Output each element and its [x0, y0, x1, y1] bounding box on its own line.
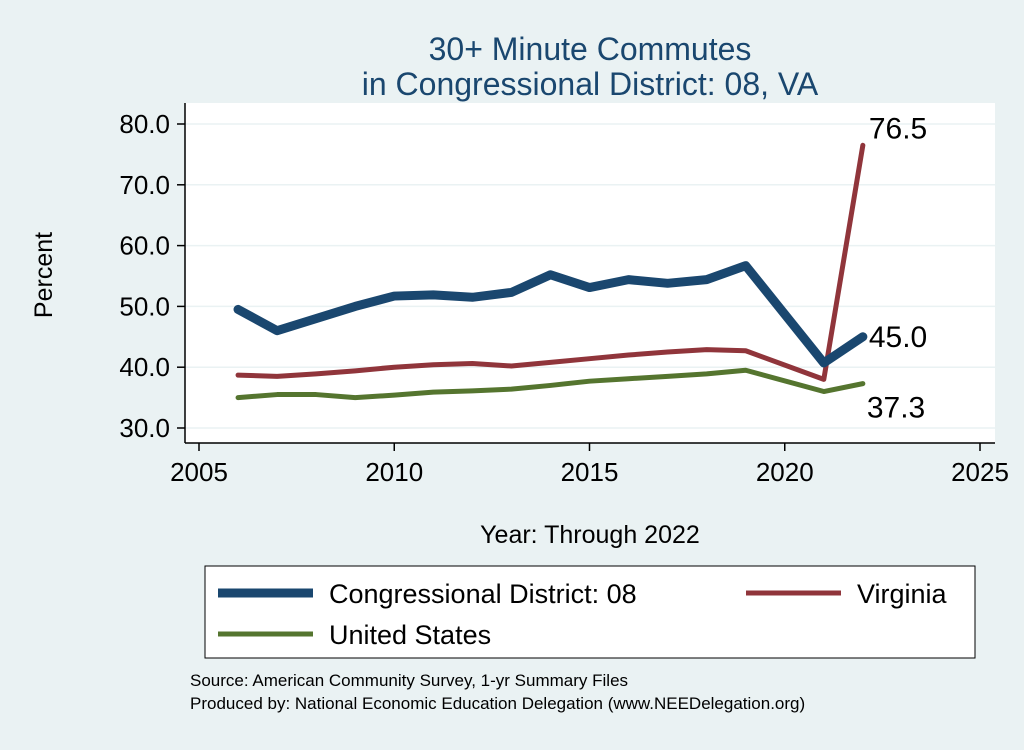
legend-box [204, 565, 976, 659]
data-point [705, 278, 709, 282]
end-value-label: 76.5 [869, 112, 927, 145]
legend-label: United States [329, 620, 491, 650]
data-point [861, 382, 865, 386]
data-point [236, 373, 240, 377]
data-point [509, 364, 513, 368]
data-point [822, 390, 826, 394]
data-point [627, 278, 631, 282]
data-point [666, 374, 670, 378]
data-point [588, 286, 591, 290]
chart-title-line-2: in Congressional District: 08, VA [362, 66, 819, 102]
series-line-2 [235, 367, 866, 401]
axes: 30.0 40.0 50.0 60.0 70.0 80.0 2005 2010 2015 2020… [119, 103, 1009, 487]
data-point [353, 396, 357, 400]
y-tick-label: 30.0 [119, 413, 170, 443]
data-point [822, 361, 826, 365]
data-point [236, 396, 240, 400]
data-point [353, 304, 357, 308]
x-tick-label: 2005 [170, 457, 228, 487]
data-point [470, 295, 474, 299]
data-point [548, 383, 552, 387]
data-point [744, 349, 748, 353]
data-point [744, 264, 748, 268]
data-point [861, 143, 865, 147]
y-tick-label: 70.0 [119, 170, 170, 200]
data-point [275, 329, 279, 333]
data-point [470, 362, 474, 366]
data-point [431, 363, 435, 367]
x-tick-label: 2010 [365, 457, 423, 487]
grid-lines [185, 123, 995, 429]
data-point [705, 348, 709, 352]
data-point [627, 377, 631, 381]
data-point [822, 377, 826, 381]
y-tick-label: 50.0 [119, 291, 170, 321]
data-point [431, 293, 435, 297]
data-point [470, 389, 474, 393]
y-tick-label: 40.0 [119, 352, 170, 382]
data-point [314, 372, 318, 376]
end-value-label: 45.0 [869, 321, 927, 354]
x-axis-title: Year: Through 2022 [480, 521, 700, 549]
data-point [548, 273, 552, 277]
data-point [236, 307, 240, 311]
data-point [666, 350, 670, 354]
legend: Congressional District: 08 Virginia United… [218, 579, 948, 650]
data-point [314, 393, 318, 397]
data-point [509, 387, 513, 391]
data-point [666, 281, 670, 285]
x-tick-label: 2015 [561, 457, 619, 487]
data-point [275, 393, 279, 397]
y-tick-label: 60.0 [119, 231, 170, 261]
legend-label: Congressional District: 08 [329, 579, 637, 609]
chart-title-line-1: 30+ Minute Commutes [429, 31, 752, 67]
legend-label: Virginia [857, 579, 948, 609]
end-labels: 45.0 76.5 37.3 [867, 112, 927, 424]
data-point [627, 353, 631, 357]
y-tick-label: 80.0 [119, 109, 170, 139]
end-value-label: 37.3 [867, 392, 925, 425]
data-point [509, 290, 513, 294]
series-layer [233, 142, 868, 401]
data-point [588, 357, 591, 361]
data-point [353, 369, 357, 373]
series-line-1 [235, 142, 866, 382]
x-tick-label: 2025 [951, 457, 1009, 487]
data-point [744, 368, 748, 372]
data-point [588, 379, 591, 383]
data-point [431, 390, 435, 394]
x-tick-label: 2020 [756, 457, 814, 487]
data-point [392, 294, 396, 298]
data-point [392, 365, 396, 369]
data-point [392, 393, 396, 397]
y-axis-title: Percent [30, 232, 58, 318]
data-point [314, 317, 318, 321]
source-note: Source: American Community Survey, 1-yr … [190, 671, 628, 690]
data-point [861, 335, 865, 339]
data-point [705, 372, 709, 376]
data-point [275, 374, 279, 378]
data-point [548, 360, 552, 364]
producer-note: Produced by: National Economic Education… [190, 694, 805, 713]
series-line-0 [233, 261, 868, 368]
